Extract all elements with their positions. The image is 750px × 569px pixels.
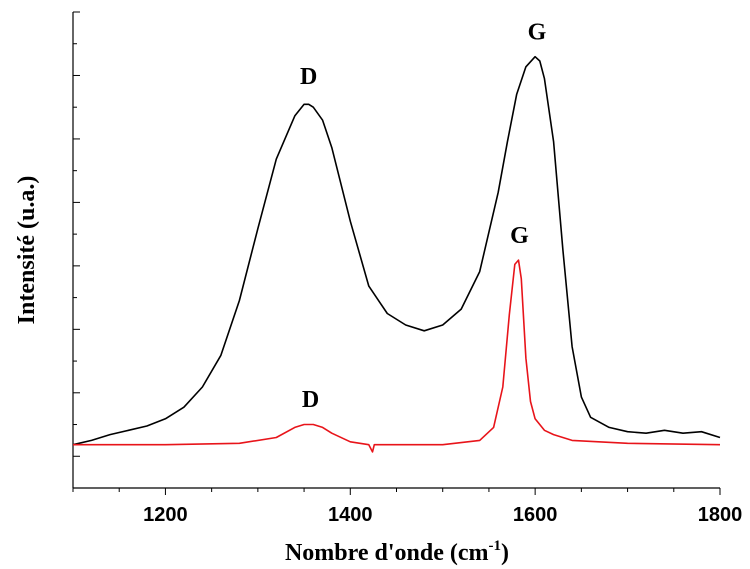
series-line-0 [72,55,721,446]
y-axis-title: Intensité (u.a.) [14,176,40,325]
series-layer [72,55,721,453]
x-tick-label: 1600 [513,504,558,526]
peak-label: G [510,223,529,249]
x-tick-label: 1200 [143,504,188,526]
peak-label: D [302,387,319,413]
x-tick-label: 1800 [698,504,743,526]
series-line-1 [73,259,721,453]
axes: 1200 1400 1600 1800 [72,11,743,526]
peak-label: D [300,64,317,90]
x-axis-title: Nombre d'onde (cm-1) [285,538,509,566]
annotation-layer: D G D G [300,19,547,413]
x-tick-label: 1400 [328,504,373,526]
peak-label: G [528,19,547,45]
